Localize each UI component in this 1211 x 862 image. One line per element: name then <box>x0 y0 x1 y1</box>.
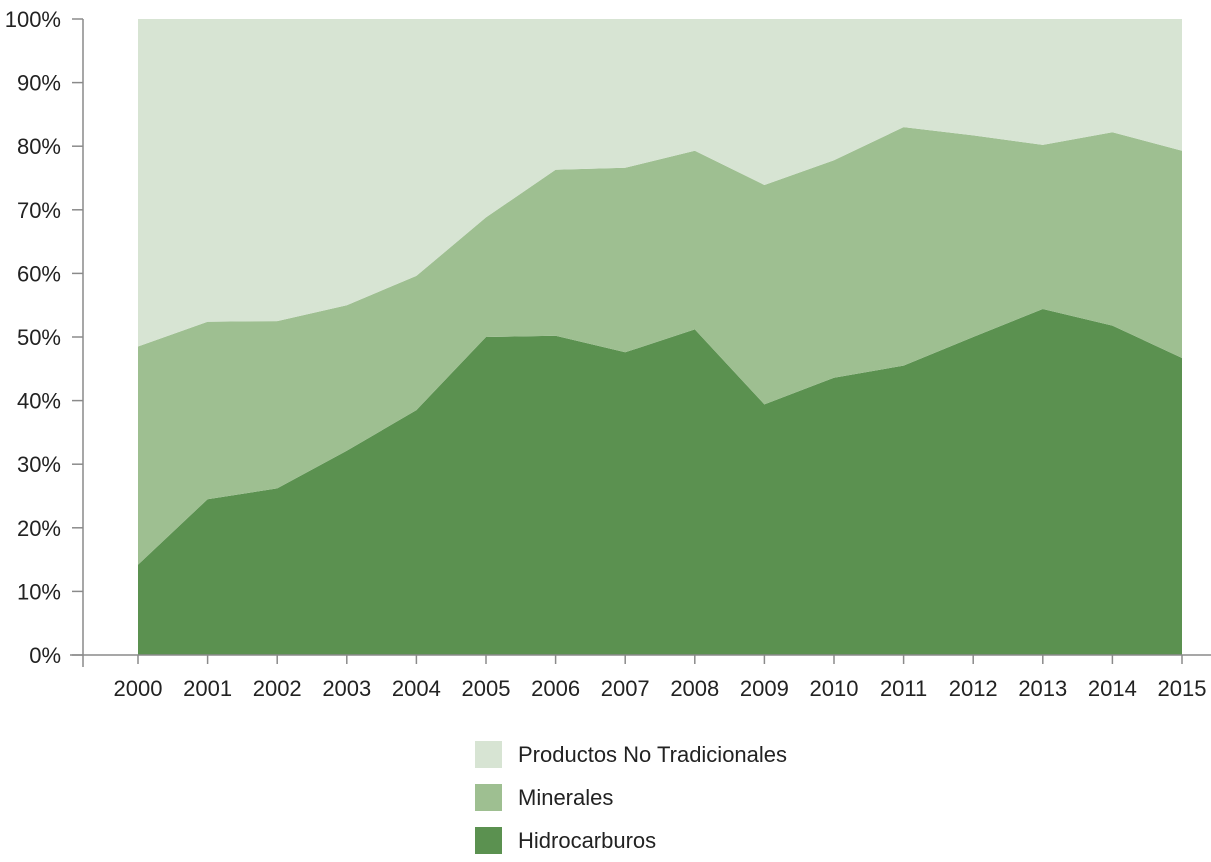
area-minerales <box>138 127 1182 565</box>
x-tick-label: 2003 <box>322 676 371 701</box>
y-tick-label: 30% <box>17 452 61 477</box>
x-tick-label: 2014 <box>1088 676 1137 701</box>
legend-label: Minerales <box>518 784 614 810</box>
area-productos-no-tradicionales <box>138 19 1182 347</box>
legend-item-hidrocarburos: Hidrocarburos <box>475 819 787 862</box>
x-tick-label: 2008 <box>670 676 719 701</box>
y-tick-label: 90% <box>17 71 61 96</box>
x-tick-label: 2013 <box>1018 676 1067 701</box>
x-tick-label: 2009 <box>740 676 789 701</box>
stacked-area-chart: 0% 10% 20% 30% 40% 50% 60% 70% 80% 90% 100% 2000 200… <box>5 7 1211 701</box>
x-tick-label: 2004 <box>392 676 441 701</box>
y-tick-label: 0% <box>29 643 61 668</box>
legend-label: Productos No Tradicionales <box>518 741 788 767</box>
x-tick-label: 2011 <box>880 676 927 701</box>
y-tick-label: 60% <box>17 261 61 286</box>
area-layer <box>138 19 1182 655</box>
y-tick-label: 70% <box>17 198 61 223</box>
x-tick-label: 2006 <box>531 676 580 701</box>
y-tick-label: 40% <box>17 389 61 414</box>
legend: Productos No Tradicionales Minerales Hid… <box>475 733 787 862</box>
x-tick-label: 2002 <box>253 676 302 701</box>
legend-item-productos-no-tradicionales: Productos No Tradicionales <box>475 733 787 776</box>
y-tick-label: 100% <box>5 7 61 32</box>
x-tick-label: 2012 <box>949 676 998 701</box>
y-tick-label: 80% <box>17 134 61 159</box>
x-tick-label: 2005 <box>462 676 511 701</box>
legend-swatch <box>475 741 502 768</box>
x-tick-label: 2001 <box>183 676 232 701</box>
legend-label: Hidrocarburos <box>518 827 657 853</box>
x-tick-label: 2010 <box>810 676 859 701</box>
x-tick-label: 2015 <box>1158 676 1207 701</box>
legend-swatch <box>475 827 502 854</box>
legend-swatch <box>475 784 502 811</box>
area-hidrocarburos <box>138 309 1182 655</box>
axes-layer: 0% 10% 20% 30% 40% 50% 60% 70% 80% 90% 100% 2000 200… <box>5 7 1211 701</box>
legend-item-minerales: Minerales <box>475 776 787 819</box>
y-tick-label: 50% <box>17 325 61 350</box>
x-tick-label: 2007 <box>601 676 650 701</box>
y-tick-label: 10% <box>17 579 61 604</box>
x-tick-label: 2000 <box>114 676 163 701</box>
y-tick-label: 20% <box>17 516 61 541</box>
